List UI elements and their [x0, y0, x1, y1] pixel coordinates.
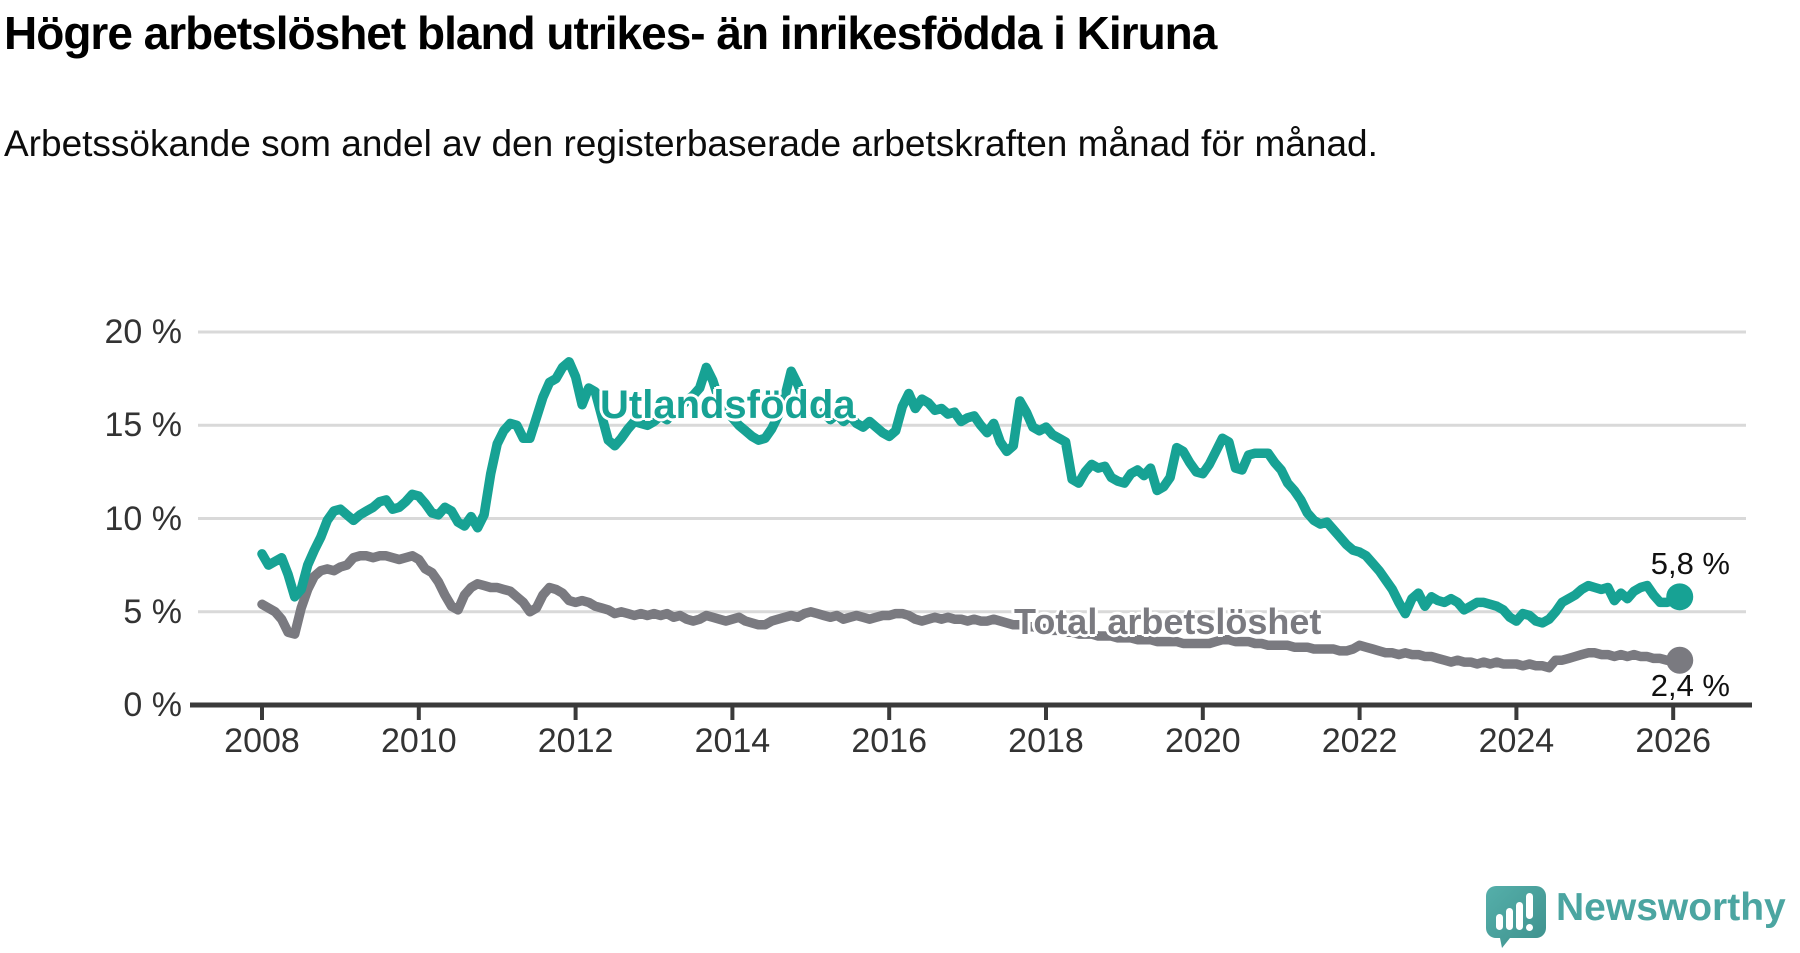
endpoint-dot-foreign-born	[1666, 583, 1694, 611]
newsworthy-logo-icon	[1486, 886, 1546, 948]
x-tick-label-2026: 2026	[1635, 722, 1711, 760]
y-tick-label-0: 0 %	[123, 686, 182, 724]
line-foreign-born	[257, 357, 1685, 628]
end-value-label-total: 2,4 %	[1650, 668, 1730, 703]
x-tick-label-2008: 2008	[224, 722, 300, 760]
line-total	[257, 551, 1685, 673]
x-tick-label-2020: 2020	[1164, 722, 1241, 760]
end-value-label-foreign-born: 5,8 %	[1650, 546, 1730, 581]
x-tick-label-2016: 2016	[851, 722, 927, 760]
x-tick-label-2010: 2010	[380, 722, 457, 760]
x-tick-label-2012: 2012	[537, 722, 614, 760]
y-tick-label-10: 10 %	[104, 499, 183, 538]
x-tick-label-2014: 2014	[694, 722, 771, 760]
x-tick-label-2022: 2022	[1321, 722, 1398, 760]
y-tick-label-20: 20 %	[104, 313, 183, 351]
y-tick-label-5: 5 %	[123, 592, 182, 631]
y-tick-label-15: 15 %	[104, 406, 183, 445]
x-tick-label-2024: 2024	[1478, 722, 1555, 760]
newsworthy-logo-text: Newsworthy	[1556, 886, 1786, 929]
series-label-foreign-born: Utlandsfödda	[600, 383, 856, 427]
series-label-total: Total arbetslöshet	[1014, 601, 1322, 642]
chart-title: Högre arbetslöshet bland utrikes- än inr…	[4, 7, 1217, 59]
x-tick-label-2018: 2018	[1008, 722, 1084, 760]
newsworthy-logo: Newsworthy	[1484, 884, 1800, 948]
endpoint-dot-total	[1666, 646, 1694, 674]
chart-subtitle: Arbetssökande som andel av den registerb…	[4, 123, 1378, 164]
